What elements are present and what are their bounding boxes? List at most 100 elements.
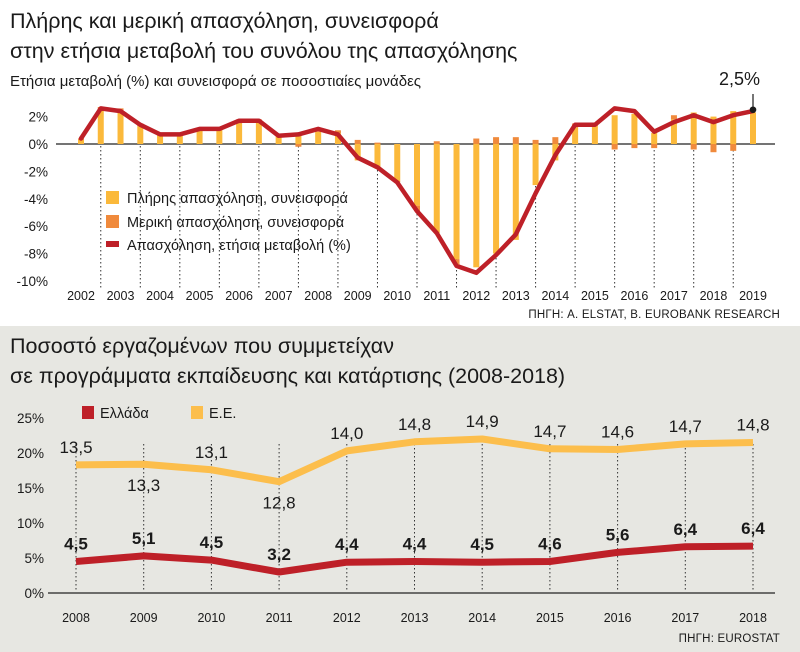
- top-title-line-1: Πλήρης και μερική απασχόληση, συνεισφορά: [10, 9, 439, 33]
- top-x-tick-label: 2005: [186, 289, 214, 303]
- top-y-tick-label: 2%: [28, 110, 48, 125]
- full-time-bar: [433, 144, 440, 234]
- bottom-y-tick-label: 20%: [17, 446, 44, 461]
- top-panel: Πλήρης και μερική απασχόληση, συνεισφορά…: [10, 9, 780, 321]
- greece-data-label: 5,1: [132, 529, 156, 548]
- bottom-y-tick-label: 25%: [17, 411, 44, 426]
- top-x-tick-label: 2017: [660, 289, 688, 303]
- legend-swatch-eu: [191, 406, 203, 419]
- top-legend: Πλήρης απασχόληση, συνεισφορά Μερική απα…: [106, 191, 351, 254]
- full-time-bar: [631, 113, 638, 144]
- bottom-data-labels: 13,5 13,3 13,1 12,8 14,0 14,8 14,9 14,7 14,6 14,7…: [59, 412, 769, 564]
- part-time-bar: [651, 144, 658, 149]
- greece-data-label: 6,4: [673, 520, 697, 539]
- top-x-tick-label: 2007: [265, 289, 293, 303]
- eu-data-label: 14,8: [398, 415, 431, 434]
- full-time-bar: [275, 135, 282, 144]
- bottom-x-tick-label: 2016: [604, 611, 632, 625]
- legend-label-part-time: Μερική απασχόληση, συνεισφορά: [127, 215, 344, 231]
- full-time-bar: [255, 122, 262, 144]
- greece-data-label: 6,4: [741, 519, 765, 538]
- part-time-bar: [670, 115, 677, 120]
- top-source: ΠΗΓΗ: A. ELSTAT, B. EUROBANK RESEARCH: [528, 309, 780, 321]
- top-x-tick-label: 2009: [344, 289, 372, 303]
- bottom-source: ΠΗΓΗ: EUROSTAT: [679, 633, 780, 645]
- bottom-x-tick-label: 2010: [197, 611, 225, 625]
- bottom-y-tick-label: 0%: [24, 586, 44, 601]
- bottom-x-tick-label: 2008: [62, 611, 90, 625]
- full-time-bar: [453, 144, 460, 260]
- part-time-bar: [710, 144, 717, 153]
- legend-label-greece: Ελλάδα: [100, 406, 149, 422]
- top-x-tick-label: 2012: [462, 289, 490, 303]
- top-title-line-2: στην ετήσια μεταβολή του συνόλου της απα…: [10, 39, 517, 63]
- part-time-bar: [433, 141, 440, 144]
- greece-data-label: 4,4: [335, 535, 359, 554]
- full-time-bar: [651, 133, 658, 144]
- full-time-bar: [394, 144, 401, 181]
- legend-swatch-employment: [106, 241, 119, 247]
- bottom-lines: [75, 435, 754, 576]
- top-x-tick-label: 2004: [146, 289, 174, 303]
- bottom-panel-background: [0, 326, 800, 652]
- employment-change-line: [78, 106, 756, 276]
- top-bars: [78, 107, 756, 268]
- eu-data-label: 13,3: [127, 476, 160, 495]
- bottom-x-tick-label: 2015: [536, 611, 564, 625]
- full-time-bar: [670, 119, 677, 144]
- top-y-axis: 2% 0% -2% -4% -6% -8% -10%: [16, 110, 48, 289]
- part-time-bar: [512, 137, 519, 144]
- bottom-title-line-1: Ποσοστό εργαζομένων που συμμετείχαν: [10, 334, 394, 358]
- top-employment-line: [78, 94, 757, 276]
- part-time-bar: [374, 142, 381, 144]
- full-time-bar: [137, 126, 144, 144]
- part-time-bar: [631, 144, 638, 149]
- legend-label-employment: Απασχόληση, ετήσια μεταβολή (%): [127, 238, 351, 254]
- eu-data-label: 14,0: [330, 424, 363, 443]
- legend-swatch-greece: [82, 406, 94, 419]
- greece-data-label: 4,6: [538, 535, 562, 554]
- full-time-bar: [532, 144, 539, 186]
- full-time-bar: [750, 112, 756, 144]
- bottom-y-tick-label: 10%: [17, 516, 44, 531]
- part-time-bar: [493, 137, 500, 144]
- greece-data-label: 5,6: [606, 525, 630, 544]
- greece-data-label: 4,5: [64, 535, 88, 554]
- bottom-x-tick-label: 2018: [739, 611, 767, 625]
- top-x-axis: 2002 2003 2004 2005 2006 2007 2008 2009 2010 2011…: [67, 289, 767, 303]
- bottom-legend: Ελλάδα Ε.Ε.: [82, 406, 236, 422]
- full-time-bar: [78, 139, 84, 144]
- part-time-bar: [690, 144, 697, 150]
- top-y-tick-label: -6%: [24, 219, 48, 234]
- top-x-tick-label: 2011: [423, 289, 450, 303]
- greece-data-label: 4,5: [200, 533, 224, 552]
- eu-data-label: 14,6: [601, 423, 634, 442]
- full-time-bar: [315, 131, 322, 144]
- full-time-bar: [295, 135, 302, 144]
- eu-data-label: 14,7: [533, 422, 566, 441]
- full-time-bar: [572, 127, 579, 144]
- full-time-bar: [176, 134, 183, 144]
- eu-line: [75, 435, 754, 486]
- top-x-tick-label: 2003: [107, 289, 135, 303]
- legend-swatch-full-time: [106, 191, 119, 204]
- top-callout-label: 2,5%: [719, 69, 760, 89]
- full-time-bar: [473, 144, 480, 268]
- greece-data-label: 4,5: [470, 535, 494, 554]
- bottom-y-tick-label: 15%: [17, 481, 44, 496]
- top-y-tick-label: -4%: [24, 192, 48, 207]
- full-time-bar: [690, 112, 697, 144]
- eu-data-label: 14,8: [736, 416, 769, 435]
- top-x-tick-label: 2014: [541, 289, 569, 303]
- eu-data-label: 12,8: [263, 494, 296, 513]
- bottom-x-tick-label: 2014: [468, 611, 496, 625]
- legend-label-full-time: Πλήρης απασχόληση, συνεισφορά: [127, 191, 348, 207]
- eu-data-label: 14,9: [466, 412, 499, 431]
- top-subtitle: Ετήσια μεταβολή (%) και συνεισφορά σε πο…: [10, 73, 421, 90]
- full-time-bar: [414, 144, 420, 206]
- top-y-tick-label: 0%: [28, 137, 48, 152]
- top-x-tick-label: 2019: [739, 289, 767, 303]
- full-time-bar: [493, 144, 500, 254]
- legend-label-eu: Ε.Ε.: [209, 406, 236, 422]
- bottom-x-tick-label: 2013: [401, 611, 429, 625]
